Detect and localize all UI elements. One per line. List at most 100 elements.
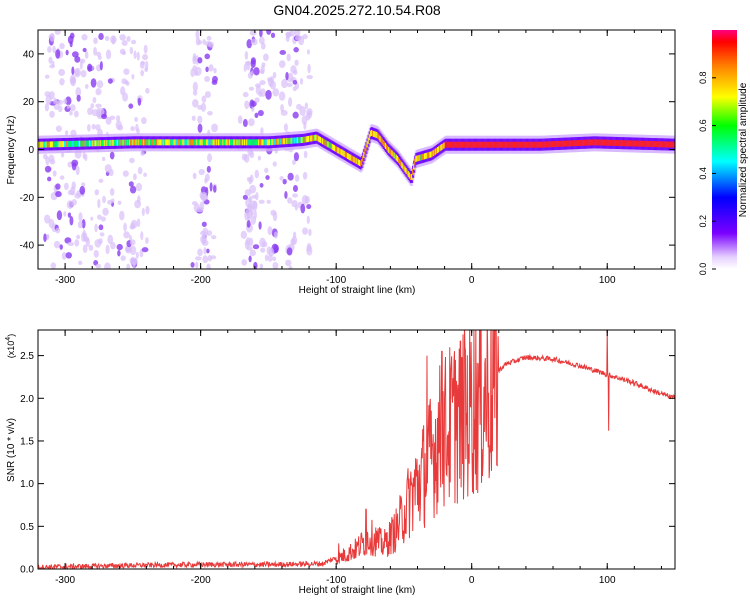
spectrogram-noise-cell — [61, 252, 67, 260]
spectrogram-noise-cell — [293, 47, 299, 53]
spectrogram-noise-cell — [115, 120, 122, 130]
spectrogram-noise-cell — [306, 49, 310, 55]
spectrogram-noise-cell — [257, 109, 264, 117]
spectrogram-noise-cell — [67, 212, 72, 218]
spectrogram-noise-cell — [143, 44, 148, 54]
spectrogram-noise-cell — [285, 35, 290, 42]
spectrogram-noise-cell — [306, 215, 310, 224]
spectrogram-noise-cell — [129, 245, 137, 256]
colorbar-tick-label: 0.6 — [698, 119, 708, 132]
spectrogram-noise-cell — [129, 157, 135, 164]
snr-exponent: (x104) — [5, 334, 16, 358]
spectrogram-noise-cell — [259, 30, 263, 38]
spectrogram-noise-cell — [142, 53, 149, 61]
snr-ytick-label: 0.0 — [20, 565, 34, 576]
spectrogram-noise-cell — [259, 80, 266, 86]
spectrogram-noise-cell — [294, 30, 301, 37]
spectrogram-noise-cell — [200, 102, 207, 112]
spectrogram-noise-cell — [195, 261, 199, 269]
spectrogram-noise-cell — [302, 171, 308, 180]
spectrogram-noise-cell — [130, 39, 137, 45]
spectrogram-noise-cell — [119, 34, 126, 41]
spectrogram-noise-cell — [258, 199, 265, 204]
spectrogram-noise-cell — [69, 104, 76, 112]
spectrogram-noise-cell — [197, 248, 203, 257]
spectrogram-noise-cell — [299, 77, 303, 85]
spectrogram-noise-cell — [195, 256, 202, 261]
spectrogram-noise-cell — [250, 207, 254, 217]
snr-exponent-power: 4 — [5, 337, 12, 341]
spectrogram-noise-cell — [259, 263, 264, 269]
spectrogram-noise-cell — [308, 228, 312, 237]
spectrogram-noise-cell — [266, 199, 271, 204]
spectrogram-noise-cell — [248, 195, 253, 203]
spectrogram-noise-cell — [246, 220, 251, 228]
spectrogram-noise-cell — [267, 77, 271, 82]
spectrogram-noise-cell — [303, 150, 308, 159]
snr-ytick-label: 2.0 — [20, 394, 34, 405]
spectrogram-noise-cell — [291, 199, 298, 208]
spectrogram-noise-cell — [212, 75, 218, 83]
spectrogram-noise-cell — [93, 249, 99, 258]
spectrogram-noise-cell — [195, 30, 200, 40]
spectrogram-noise-cell — [126, 263, 131, 269]
spectrogram-noise-cell — [98, 224, 104, 231]
spectrogram-noise-cell — [54, 30, 61, 35]
spectrogram-noise-cell — [206, 230, 213, 236]
spectrogram-noise-cell — [253, 67, 260, 76]
spectrogram-noise-cell — [80, 69, 87, 78]
colorbar-tick-label: 0.2 — [698, 215, 708, 228]
spectrogram-noise-cell — [253, 261, 258, 269]
spectrogram-noise-cell — [83, 232, 88, 241]
spectrogram-noise-cell — [300, 203, 306, 214]
spectrogram-noise-cell — [63, 182, 69, 191]
spectrogram-noise-cell — [93, 47, 98, 56]
spectrogram-noise-cell — [299, 106, 306, 117]
spectrogram-noise-cell — [244, 210, 250, 221]
spectrogram-noise-cell — [97, 198, 101, 209]
spectrogram-noise-cell — [197, 57, 203, 64]
spectrogram-noise-cell — [268, 247, 275, 257]
spectrogram-noise-cell — [43, 233, 47, 243]
spectrogram-noise-cell — [85, 237, 90, 247]
spectrogram-xtick-label: -200 — [191, 275, 211, 286]
spectrogram-noise-cell — [243, 154, 250, 163]
spectrogram-noise-cell — [294, 35, 302, 41]
spectrogram-band-core — [673, 141, 675, 148]
spectrogram-noise-cell — [137, 195, 141, 204]
spectrogram-noise-cell — [119, 48, 126, 55]
spectrogram-noise-cell — [130, 257, 138, 266]
spectrogram-noise-cell — [272, 261, 279, 269]
spectrogram-noise-cell — [304, 102, 309, 110]
spectrogram-noise-cell — [88, 244, 94, 251]
snr-xtick-label: -200 — [191, 575, 211, 586]
spectrogram-noise-cell — [120, 255, 126, 262]
spectrogram-noise-cell — [306, 74, 313, 80]
spectrogram-noise-cell — [136, 128, 140, 135]
spectrogram-noise-cell — [123, 231, 130, 239]
spectrogram-noise-cell — [252, 244, 260, 250]
spectrogram-noise-cell — [306, 204, 312, 210]
spectrogram-noise-cell — [76, 234, 81, 240]
spectrogram-noise-cell — [135, 182, 143, 192]
spectrogram-noise-cell — [47, 176, 52, 182]
spectrogram-noise-cell — [267, 226, 273, 236]
spectrogram-noise-cell — [96, 111, 102, 118]
spectrogram-noise-cell — [44, 165, 52, 173]
spectrogram-noise-cell — [207, 110, 213, 116]
spectrogram-noise-cell — [286, 82, 293, 88]
spectrogram-noise-cell — [96, 214, 102, 220]
spectrogram-noise-cell — [48, 56, 53, 64]
spectrogram-noise-cell — [123, 68, 130, 75]
spectrogram-noise-cell — [197, 40, 203, 45]
spectrogram-noise-cell — [99, 232, 105, 237]
spectrogram-noise-cell — [122, 92, 129, 102]
spectrogram-noise-cell — [110, 241, 116, 250]
spectrogram-noise-cell — [266, 30, 272, 35]
spectrogram-noise-cell — [282, 178, 287, 185]
colorbar-ticks: 0.0 0.2 0.4 0.6 0.8 — [698, 72, 716, 275]
spectrogram-noise-cell — [192, 89, 198, 96]
spectrogram-noise-cell — [292, 193, 298, 198]
spectrogram-noise-cell — [192, 98, 199, 108]
snr-exponent-base: (x10 — [6, 341, 16, 359]
